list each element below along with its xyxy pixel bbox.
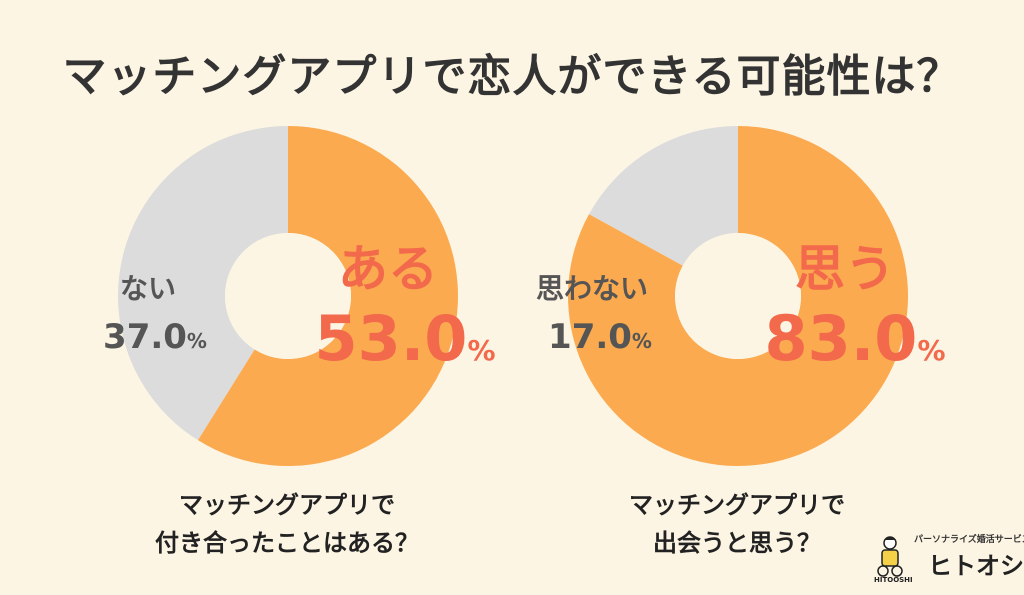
slice-value-nai: 37.0% [103,317,207,357]
logo-name: ヒトオシ [928,552,1024,580]
question-2-line1: マッチングアプリで [629,491,845,519]
question-2: マッチングアプリで 出会うと思う？ [557,486,917,562]
slice-label-nai: ない [120,272,176,305]
logo-tagline: パーソナライズ婚活サービス [914,535,1024,545]
pie-slice-1-0 [568,126,908,466]
question-2-line2: 出会うと思う？ [653,529,821,557]
slice-value-aru: 53.0% [314,302,495,375]
question-1-line1: マッチングアプリで [179,491,395,519]
question-1-line2: 付き合ったことはある？ [155,529,419,557]
pie-slice-1-1 [589,126,738,266]
page-title: マッチングアプリで恋人ができる可能性は？ [62,51,962,102]
donut-chart-meeting [568,126,908,466]
donut-hole-1 [675,233,801,359]
person-mascot-icon [877,536,903,577]
question-1: マッチングアプリで 付き合ったことはある？ [107,486,467,562]
slice-value-omowanai: 17.0% [548,317,652,357]
donut-hole-0 [225,233,351,359]
slice-value-omou: 83.0% [764,302,945,375]
slice-label-omou: 思う [795,240,895,298]
slice-label-omowanai: 思わない [536,272,648,305]
pie-slice-0-0 [197,126,458,466]
logo-sub: HITOOSHI [874,576,913,584]
donut-chart-dating [118,126,458,466]
pie-slice-0-1 [118,126,288,441]
hitooshi-logo: パーソナライズ婚活サービス ヒトオシ HITOOSHI [868,530,1024,585]
slice-label-aru: ある [338,240,438,298]
